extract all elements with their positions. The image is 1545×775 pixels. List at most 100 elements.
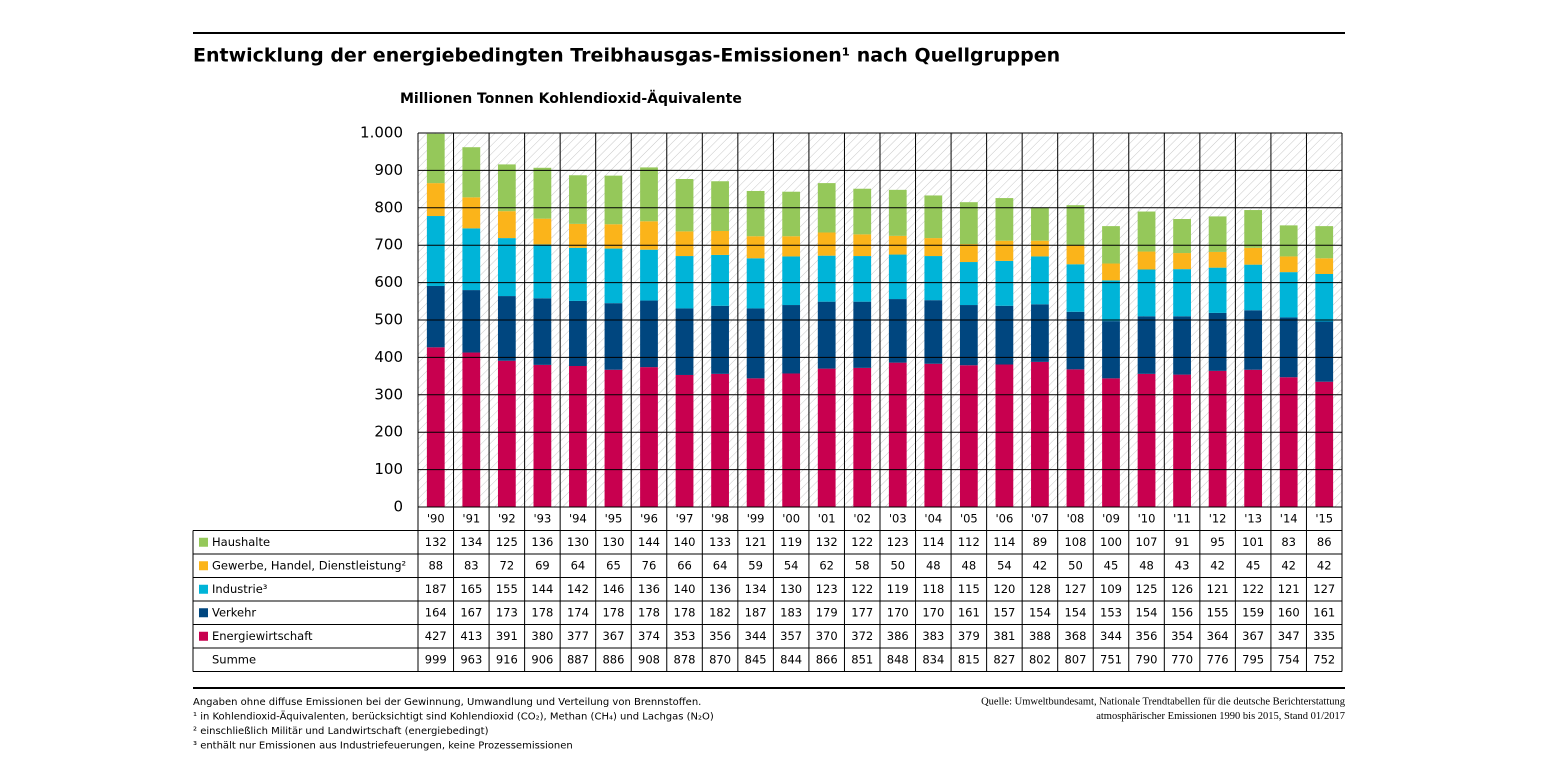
bar-segment xyxy=(959,305,978,366)
bar-segment xyxy=(426,285,445,348)
table-value: 54 xyxy=(784,558,799,572)
table-value: 367 xyxy=(1242,629,1264,643)
table-total: 851 xyxy=(851,652,873,666)
bar-segment xyxy=(959,202,978,245)
table-value: 357 xyxy=(780,629,802,643)
bar-segment xyxy=(569,247,587,301)
source: atmosphärischer Emissionen 1990 bis 2015… xyxy=(1096,711,1345,722)
table-total: 827 xyxy=(993,652,1015,666)
table-value: 65 xyxy=(606,558,621,572)
bar-segment xyxy=(1315,381,1334,507)
table-value: 182 xyxy=(709,605,731,619)
table-total: 802 xyxy=(1029,652,1051,666)
x-tick-label: '05 xyxy=(960,511,978,525)
bar-segment xyxy=(746,378,765,507)
table-value: 335 xyxy=(1313,629,1335,643)
bar-segment xyxy=(817,232,836,256)
bar-segment xyxy=(1208,267,1227,313)
table-value: 130 xyxy=(567,535,589,549)
table-value: 344 xyxy=(1100,629,1122,643)
table-value: 83 xyxy=(1281,535,1296,549)
table-value: 121 xyxy=(1278,582,1300,596)
table-value: 45 xyxy=(1104,558,1119,572)
bar-segment xyxy=(817,368,836,507)
bar-segment xyxy=(1208,312,1227,371)
bar-segment xyxy=(853,301,872,368)
table-value: 161 xyxy=(958,605,980,619)
table-value: 101 xyxy=(1242,535,1264,549)
table-value: 136 xyxy=(638,582,660,596)
bar-segment xyxy=(888,299,907,363)
table-value: 50 xyxy=(890,558,905,572)
table-value: 142 xyxy=(567,582,589,596)
table-value: 123 xyxy=(887,535,909,549)
table-value: 43 xyxy=(1175,558,1190,572)
table-total: 844 xyxy=(780,652,802,666)
table-total: 770 xyxy=(1171,652,1193,666)
bar-segment xyxy=(1279,225,1298,257)
table-value: 48 xyxy=(1139,558,1154,572)
bar-segment xyxy=(640,300,658,368)
table-total: 908 xyxy=(638,652,660,666)
bar-segment xyxy=(924,300,943,364)
table-value: 347 xyxy=(1278,629,1300,643)
table-value: 377 xyxy=(567,629,589,643)
table-value: 66 xyxy=(677,558,692,572)
x-tick-label: '99 xyxy=(747,511,765,525)
bar-segment xyxy=(995,198,1014,241)
legend-swatch xyxy=(199,631,208,641)
x-tick-label: '97 xyxy=(676,511,694,525)
bar-segment xyxy=(853,367,872,507)
bar-segment xyxy=(462,290,481,353)
table-value: 155 xyxy=(1207,605,1229,619)
bar-segment xyxy=(995,260,1014,306)
bar-segment xyxy=(604,248,623,304)
y-tick-label: 900 xyxy=(374,161,403,179)
table-value: 153 xyxy=(1100,605,1122,619)
bar-segment xyxy=(604,175,623,225)
table-value: 368 xyxy=(1064,629,1086,643)
chart-title: Entwicklung der energiebedingten Treibha… xyxy=(193,45,1060,67)
table-value: 354 xyxy=(1171,629,1193,643)
table-value: 123 xyxy=(816,582,838,596)
bar-segment xyxy=(1066,369,1085,507)
bar-segment xyxy=(711,181,729,231)
bar-segment xyxy=(1137,316,1156,374)
y-tick-label: 600 xyxy=(374,273,403,291)
table-value: 155 xyxy=(496,582,518,596)
table-value: 161 xyxy=(1313,605,1335,619)
table-value: 174 xyxy=(567,605,589,619)
bar-segment xyxy=(746,258,765,309)
bar-segment xyxy=(888,189,907,236)
bar-segment xyxy=(569,175,587,224)
table-value: 128 xyxy=(1029,582,1051,596)
bar-segment xyxy=(888,254,907,300)
table-total: 751 xyxy=(1100,652,1122,666)
bar-segment xyxy=(959,365,978,507)
y-tick-label: 100 xyxy=(374,460,403,478)
bar-segment xyxy=(462,147,481,198)
x-tick-label: '02 xyxy=(853,511,871,525)
bar-segment xyxy=(426,183,445,217)
table-value: 353 xyxy=(674,629,696,643)
x-tick-label: '15 xyxy=(1315,511,1333,525)
bar-segment xyxy=(1137,211,1156,252)
table-value: 367 xyxy=(602,629,624,643)
table-value: 170 xyxy=(922,605,944,619)
bar-segment xyxy=(533,167,552,219)
table-value: 157 xyxy=(993,605,1015,619)
footnote: ³ enthält nur Emissionen aus Industriefe… xyxy=(193,741,573,752)
table-value: 179 xyxy=(816,605,838,619)
table-total: 916 xyxy=(496,652,518,666)
table-total: 834 xyxy=(922,652,944,666)
table-value: 76 xyxy=(642,558,657,572)
table-value: 127 xyxy=(1313,582,1335,596)
bar-segment xyxy=(1279,256,1298,273)
table-value: 89 xyxy=(1033,535,1048,549)
x-tick-label: '06 xyxy=(995,511,1013,525)
bar-segment xyxy=(533,298,552,365)
bar-segment xyxy=(959,262,978,306)
table-total: 776 xyxy=(1207,652,1229,666)
table-value: 159 xyxy=(1242,605,1264,619)
y-tick-label: 700 xyxy=(374,236,403,254)
